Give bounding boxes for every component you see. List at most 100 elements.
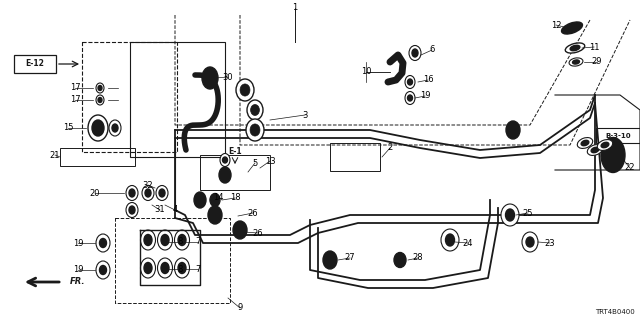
Ellipse shape: [141, 258, 156, 278]
Text: 13: 13: [265, 156, 275, 165]
Text: 6: 6: [429, 45, 435, 54]
Ellipse shape: [96, 261, 110, 279]
Ellipse shape: [441, 229, 459, 251]
Ellipse shape: [506, 209, 515, 221]
Text: 24: 24: [463, 238, 473, 247]
Ellipse shape: [161, 235, 169, 245]
Text: B-3-10: B-3-10: [605, 133, 631, 139]
Text: 2: 2: [387, 143, 392, 153]
Text: 32: 32: [143, 180, 154, 189]
Text: 23: 23: [545, 238, 556, 247]
Ellipse shape: [144, 235, 152, 245]
Text: 7: 7: [195, 237, 201, 246]
Ellipse shape: [126, 186, 138, 201]
Text: 17: 17: [70, 95, 80, 105]
Ellipse shape: [597, 140, 612, 150]
Ellipse shape: [570, 45, 580, 51]
Text: 26: 26: [248, 209, 259, 218]
Text: 14: 14: [212, 194, 223, 203]
Ellipse shape: [126, 203, 138, 218]
Ellipse shape: [178, 235, 186, 245]
Ellipse shape: [246, 119, 264, 141]
Ellipse shape: [577, 138, 593, 148]
Ellipse shape: [408, 79, 413, 85]
Ellipse shape: [405, 76, 415, 89]
Ellipse shape: [96, 95, 104, 105]
Ellipse shape: [88, 115, 108, 141]
Ellipse shape: [142, 186, 154, 201]
Ellipse shape: [159, 189, 165, 197]
Ellipse shape: [96, 83, 104, 93]
Text: 20: 20: [90, 188, 100, 197]
Ellipse shape: [175, 230, 189, 250]
Bar: [82, 42, 177, 152]
Ellipse shape: [129, 206, 135, 214]
Text: 11: 11: [589, 43, 599, 52]
Ellipse shape: [561, 22, 582, 34]
Text: 16: 16: [422, 76, 433, 84]
Ellipse shape: [144, 262, 152, 274]
Text: 28: 28: [413, 253, 423, 262]
Text: 19: 19: [73, 266, 83, 275]
Ellipse shape: [194, 192, 206, 208]
Ellipse shape: [412, 49, 418, 57]
Text: 26: 26: [253, 228, 263, 237]
Ellipse shape: [96, 234, 110, 252]
Ellipse shape: [210, 194, 220, 206]
Text: 7: 7: [195, 265, 201, 274]
Ellipse shape: [601, 138, 625, 172]
Text: 9: 9: [237, 303, 243, 313]
Ellipse shape: [569, 58, 583, 66]
Ellipse shape: [175, 258, 189, 278]
Ellipse shape: [506, 121, 520, 139]
Ellipse shape: [220, 154, 230, 166]
Text: 30: 30: [223, 73, 234, 82]
Text: 17: 17: [70, 84, 80, 92]
Ellipse shape: [409, 45, 421, 60]
Ellipse shape: [219, 167, 231, 183]
Ellipse shape: [251, 105, 259, 116]
Text: 3: 3: [302, 110, 308, 119]
Ellipse shape: [247, 100, 263, 120]
Ellipse shape: [161, 262, 169, 274]
Ellipse shape: [323, 251, 337, 269]
Text: FR.: FR.: [70, 277, 86, 286]
Text: 5: 5: [252, 158, 258, 167]
Ellipse shape: [573, 60, 579, 64]
Text: 8: 8: [177, 265, 182, 274]
Ellipse shape: [156, 186, 168, 201]
Text: 8: 8: [177, 237, 182, 246]
Ellipse shape: [408, 95, 413, 101]
Ellipse shape: [233, 221, 247, 239]
Bar: [596, 128, 640, 143]
Ellipse shape: [99, 266, 106, 275]
Bar: [60, 148, 135, 166]
Ellipse shape: [236, 79, 254, 101]
Ellipse shape: [405, 92, 415, 105]
Ellipse shape: [565, 43, 585, 53]
Ellipse shape: [92, 120, 104, 136]
Text: 4: 4: [172, 205, 178, 214]
Bar: [130, 42, 225, 157]
Text: 22: 22: [625, 164, 636, 172]
Text: 18: 18: [230, 194, 240, 203]
Text: 21: 21: [50, 150, 60, 159]
Text: 15: 15: [63, 124, 73, 132]
Ellipse shape: [394, 252, 406, 268]
Ellipse shape: [522, 232, 538, 252]
Ellipse shape: [588, 145, 603, 156]
Ellipse shape: [526, 237, 534, 247]
Text: 10: 10: [361, 68, 371, 76]
Ellipse shape: [445, 234, 454, 246]
Text: TRT4B0400: TRT4B0400: [595, 309, 635, 315]
Text: 25: 25: [523, 209, 533, 218]
Ellipse shape: [250, 124, 260, 136]
Ellipse shape: [223, 157, 227, 163]
Text: E-12: E-12: [26, 60, 44, 68]
Ellipse shape: [109, 120, 121, 136]
Ellipse shape: [98, 98, 102, 102]
Ellipse shape: [99, 238, 106, 247]
Text: 12: 12: [551, 20, 561, 29]
Ellipse shape: [178, 262, 186, 274]
Bar: [115, 218, 230, 303]
